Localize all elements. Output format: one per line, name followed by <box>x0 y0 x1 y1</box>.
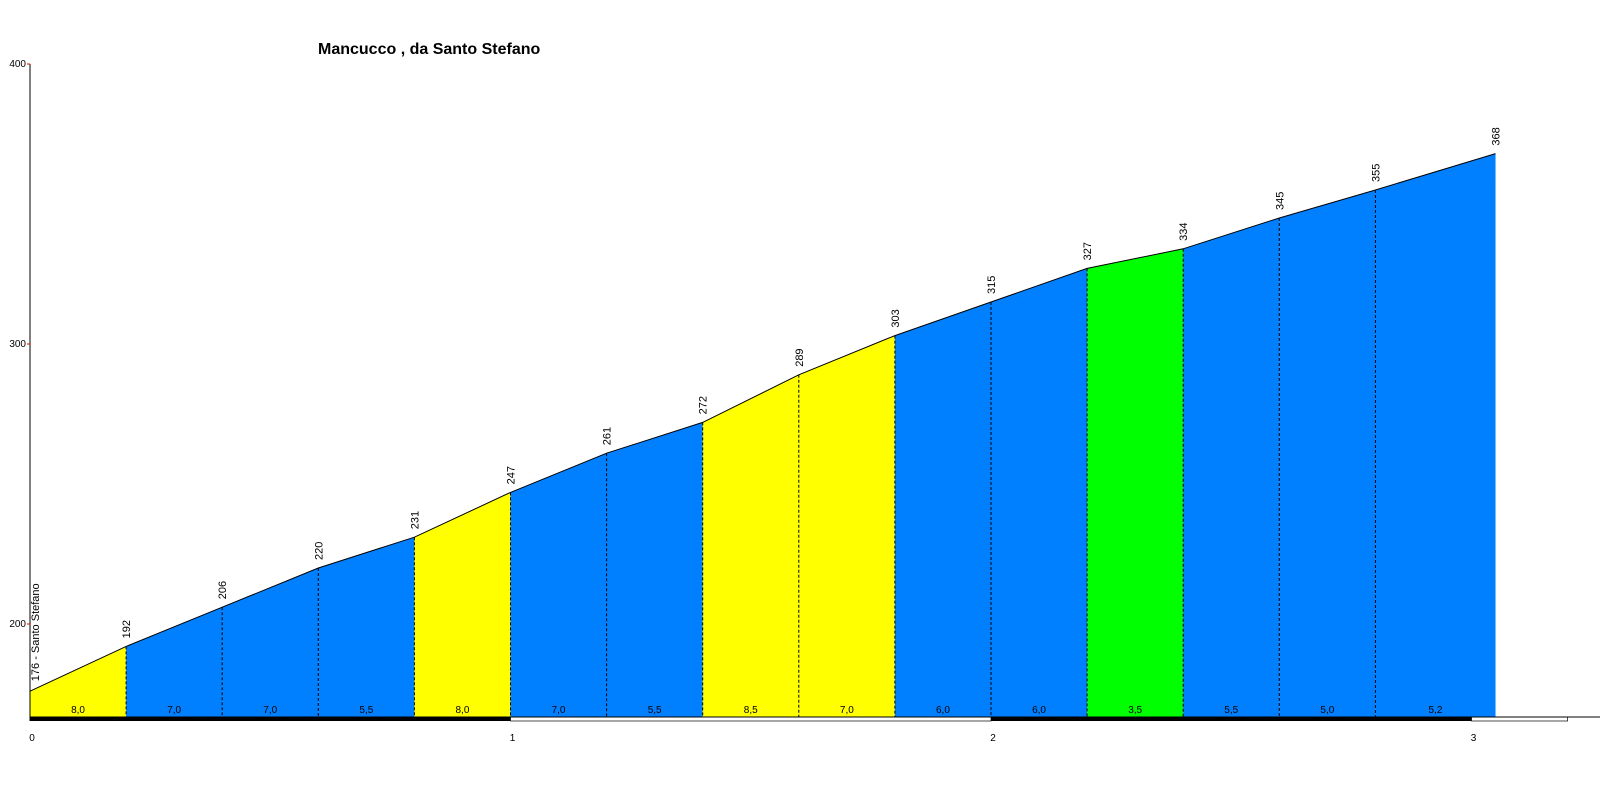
km-band-2 <box>510 716 992 722</box>
km-band-1 <box>30 717 511 721</box>
segment-area-5 <box>414 492 511 717</box>
segment-area-10 <box>894 302 991 717</box>
plot-area: 1922062202312472612722893033153273343453… <box>9 59 1600 744</box>
elevation-label-8: 289 <box>794 348 806 366</box>
gradient-label-8: 8,5 <box>744 705 758 716</box>
start-label: 176 - Santo Stefano <box>30 583 42 681</box>
gradient-label-10: 6,0 <box>936 705 950 716</box>
x-tick-label-2: 2 <box>990 733 996 744</box>
segment-area-13 <box>1183 218 1280 717</box>
elevation-label-5: 247 <box>506 466 518 484</box>
gradient-label-15: 5,2 <box>1429 705 1443 716</box>
gradient-label-2: 7,0 <box>167 705 181 716</box>
chart-title: Mancucco , da Santo Stefano <box>318 41 540 58</box>
segment-area-1 <box>30 646 127 717</box>
segment-area-9 <box>798 335 895 717</box>
elevation-label-11: 327 <box>1082 242 1094 260</box>
segment-area-15 <box>1375 153 1496 718</box>
elevation-label-12: 334 <box>1178 222 1190 240</box>
segment-area-11 <box>991 268 1088 717</box>
gradient-label-13: 5,5 <box>1224 705 1238 716</box>
elevation-label-10: 315 <box>986 276 998 294</box>
gradient-label-12: 3,5 <box>1128 705 1142 716</box>
gradient-label-9: 7,0 <box>840 705 854 716</box>
profile-line <box>29 153 1496 692</box>
x-tick-label-1: 1 <box>510 733 516 744</box>
elevation-label-13: 345 <box>1274 192 1286 210</box>
segment-area-2 <box>126 607 223 717</box>
segment-area-8 <box>702 374 799 717</box>
segment-area-6 <box>510 453 607 717</box>
segment-area-14 <box>1279 190 1376 717</box>
elevation-label-7: 272 <box>698 396 710 414</box>
x-tick-label-0: 0 <box>29 733 35 744</box>
segment-area-7 <box>606 422 703 717</box>
gradient-label-7: 5,5 <box>648 705 662 716</box>
gradient-label-14: 5,0 <box>1320 705 1334 716</box>
y-tick-label-400: 400 <box>9 59 26 70</box>
y-tick-label-200: 200 <box>9 619 26 630</box>
gradient-label-5: 8,0 <box>455 705 469 716</box>
elevation-label-14: 355 <box>1370 164 1382 182</box>
elevation-label-9: 303 <box>890 309 902 327</box>
elevation-label-3: 220 <box>313 542 325 560</box>
y-tick-label-300: 300 <box>9 339 26 350</box>
gradient-label-11: 6,0 <box>1032 705 1046 716</box>
segment-area-12 <box>1087 248 1184 718</box>
elevation-label-1: 192 <box>121 620 133 638</box>
gradient-label-3: 7,0 <box>263 705 277 716</box>
elevation-label-15: 368 <box>1491 127 1503 145</box>
elevation-label-2: 206 <box>217 581 229 599</box>
segment-area-3 <box>222 568 319 717</box>
gradient-label-4: 5,5 <box>359 705 373 716</box>
x-tick-label-3: 3 <box>1471 733 1477 744</box>
gradient-label-1: 8,0 <box>71 705 85 716</box>
elevation-label-6: 261 <box>602 427 614 445</box>
gradient-label-6: 7,0 <box>552 705 566 716</box>
km-band-3 <box>991 717 1472 721</box>
segment-area-4 <box>318 537 415 717</box>
km-band-4 <box>1471 716 1568 722</box>
elevation-label-4: 231 <box>409 511 421 529</box>
